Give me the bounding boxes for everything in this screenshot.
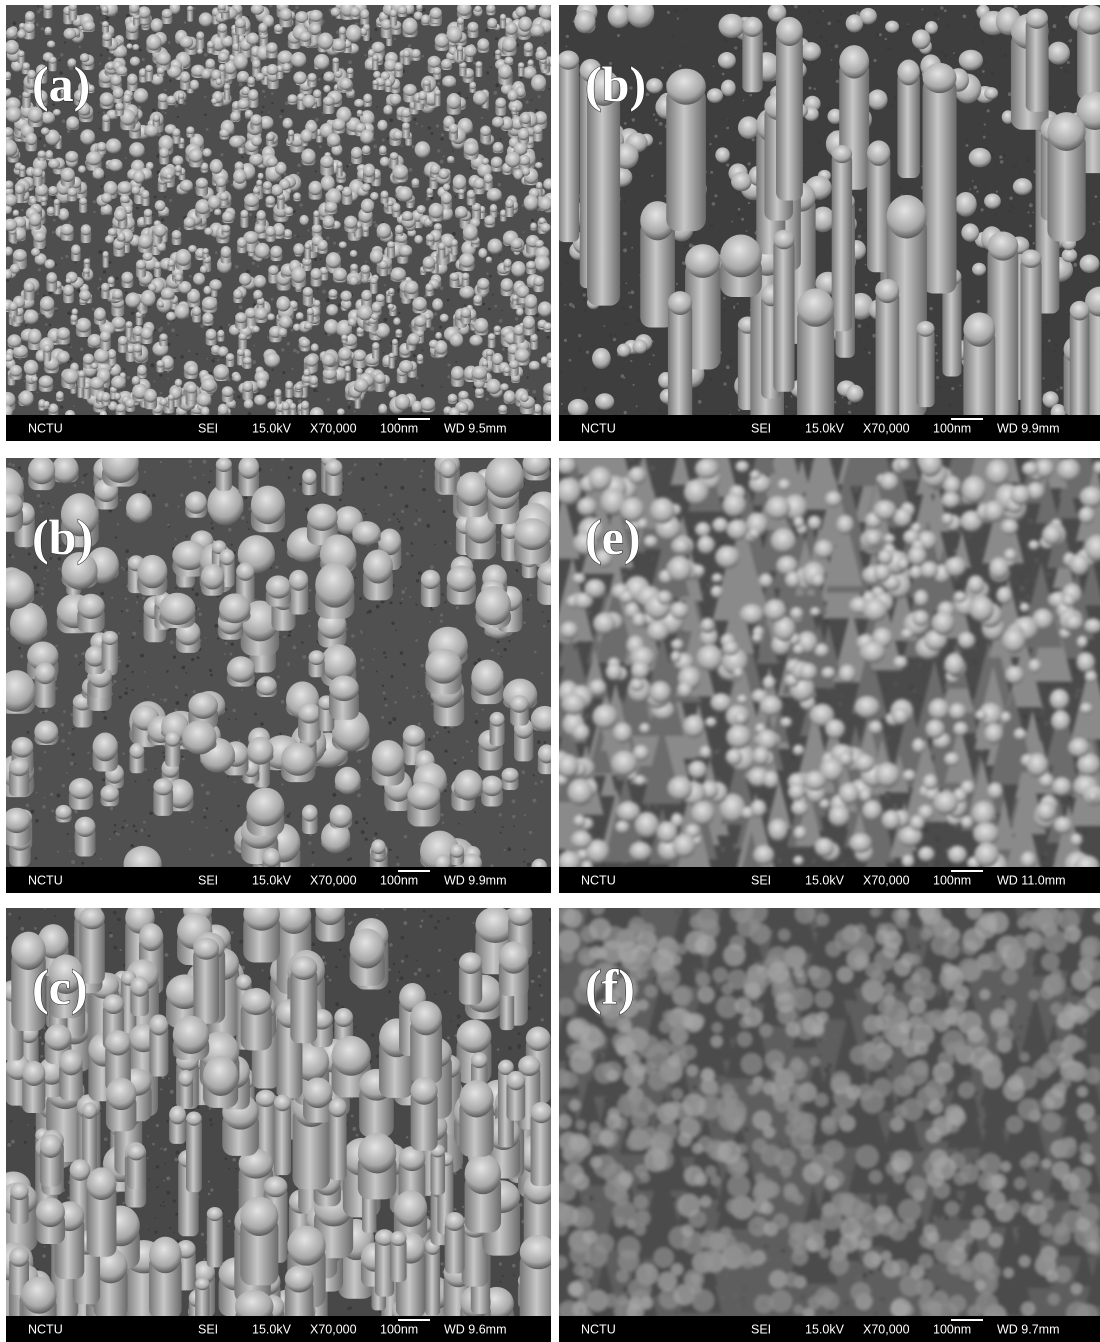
panel-label: (f) xyxy=(585,959,635,1015)
info-bar xyxy=(6,1316,551,1342)
info-voltage: 15.0kV xyxy=(252,1322,292,1336)
info-wd: WD 9.7mm xyxy=(997,1322,1060,1336)
info-org: NCTU xyxy=(28,873,63,887)
panel-label: (b) xyxy=(32,509,93,565)
panel-label: (c) xyxy=(32,959,88,1015)
texture xyxy=(6,908,551,1342)
info-mode: SEI xyxy=(198,873,218,887)
info-mode: SEI xyxy=(751,1322,771,1336)
info-magnification: X70,000 xyxy=(863,421,910,435)
sem-panel: (f) NCTU SEI 15.0kV X70,000 100nm WD 9.7mm xyxy=(559,908,1100,1342)
info-wd: WD 9.9mm xyxy=(997,421,1060,435)
sem-image: (e) NCTU SEI 15.0kV X70,000 100nm WD 11.0mm xyxy=(559,458,1100,893)
panel-label: (b) xyxy=(585,56,646,112)
info-bar xyxy=(559,867,1100,893)
texture xyxy=(559,908,1100,1332)
sem-panel: (e) NCTU SEI 15.0kV X70,000 100nm WD 11.0mm xyxy=(559,458,1100,893)
sem-panel: (b) NCTU SEI 15.0kV X70,000 100nm WD 9.9mm xyxy=(559,5,1100,441)
info-scale: 100nm xyxy=(933,421,971,435)
info-magnification: X70,000 xyxy=(310,1322,357,1336)
sem-panel: (b) NCTU SEI 15.0kV X70,000 100nm WD 9.9mm xyxy=(6,458,551,893)
texture xyxy=(6,5,551,427)
info-org: NCTU xyxy=(581,1322,616,1336)
info-voltage: 15.0kV xyxy=(805,873,845,887)
info-wd: WD 11.0mm xyxy=(997,873,1066,887)
info-org: NCTU xyxy=(28,421,63,435)
info-wd: WD 9.6mm xyxy=(444,1322,507,1336)
info-mode: SEI xyxy=(751,873,771,887)
info-magnification: X70,000 xyxy=(310,421,357,435)
sem-image: (c) NCTU SEI 15.0kV X70,000 100nm WD 9.6mm xyxy=(6,908,551,1342)
info-mode: SEI xyxy=(198,421,218,435)
info-org: NCTU xyxy=(581,421,616,435)
sem-image: (a) NCTU SEI 15.0kV X70,000 100nm WD 9.5mm xyxy=(6,5,551,441)
info-wd: WD 9.9mm xyxy=(444,873,507,887)
texture xyxy=(559,5,1100,441)
info-magnification: X70,000 xyxy=(310,873,357,887)
info-magnification: X70,000 xyxy=(863,1322,910,1336)
info-bar xyxy=(559,1316,1100,1342)
panel-label: (e) xyxy=(585,509,641,565)
info-voltage: 15.0kV xyxy=(805,421,845,435)
info-scale: 100nm xyxy=(380,421,418,435)
info-wd: WD 9.5mm xyxy=(444,421,507,435)
info-org: NCTU xyxy=(581,873,616,887)
info-org: NCTU xyxy=(28,1322,63,1336)
info-voltage: 15.0kV xyxy=(252,421,292,435)
info-scale: 100nm xyxy=(380,873,418,887)
texture xyxy=(559,458,1100,887)
info-bar xyxy=(6,415,551,441)
panel-label: (a) xyxy=(32,56,90,112)
info-mode: SEI xyxy=(751,421,771,435)
sem-panel: (c) NCTU SEI 15.0kV X70,000 100nm WD 9.6mm xyxy=(6,908,551,1342)
sem-panel: (a) NCTU SEI 15.0kV X70,000 100nm WD 9.5mm xyxy=(6,5,551,441)
sem-image: (f) NCTU SEI 15.0kV X70,000 100nm WD 9.7mm xyxy=(559,908,1100,1342)
info-magnification: X70,000 xyxy=(863,873,910,887)
info-mode: SEI xyxy=(198,1322,218,1336)
info-voltage: 15.0kV xyxy=(805,1322,845,1336)
info-voltage: 15.0kV xyxy=(252,873,292,887)
info-scale: 100nm xyxy=(933,1322,971,1336)
info-scale: 100nm xyxy=(933,873,971,887)
sem-image: (b) NCTU SEI 15.0kV X70,000 100nm WD 9.9mm xyxy=(559,5,1100,441)
sem-image: (b) NCTU SEI 15.0kV X70,000 100nm WD 9.9mm xyxy=(6,458,551,893)
info-scale: 100nm xyxy=(380,1322,418,1336)
info-bar xyxy=(6,867,551,893)
info-bar xyxy=(559,415,1100,441)
